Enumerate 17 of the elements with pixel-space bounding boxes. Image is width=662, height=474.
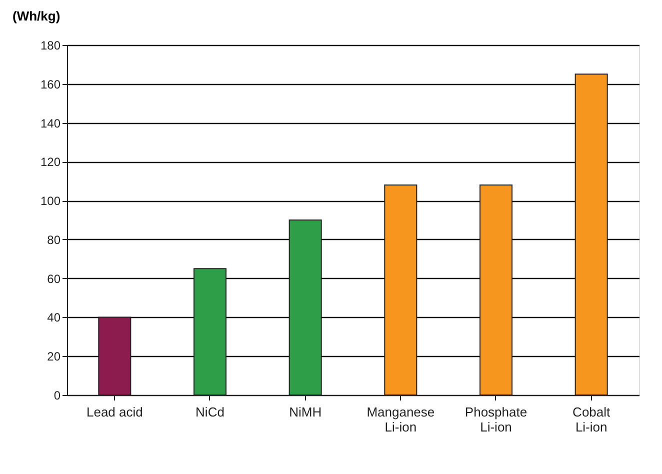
y-tick-label: 40 [47,310,61,325]
y-tick-label: 80 [47,232,61,247]
y-tick-label: 140 [40,116,61,130]
y-tick-label: 120 [40,155,61,170]
y-tick-label: 0 [54,388,61,402]
y-tick-label: 100 [40,194,61,208]
x-tick-label: Phosphate Li-ion [464,404,528,434]
x-tick-label: NiMH [289,404,322,420]
x-tick-label: Lead acid [86,404,143,420]
y-axis-title: (Wh/kg) [12,8,60,24]
x-tick-label: NiCd [196,404,224,420]
x-tick-label: Cobalt Li-ion [572,404,611,434]
y-tick-label: 60 [47,272,61,286]
y-tick-label: 180 [40,38,61,52]
y-tick-label: 20 [47,350,61,364]
x-tick-label: Manganese Li-ion [366,404,435,434]
y-tick-label: 160 [40,77,61,92]
